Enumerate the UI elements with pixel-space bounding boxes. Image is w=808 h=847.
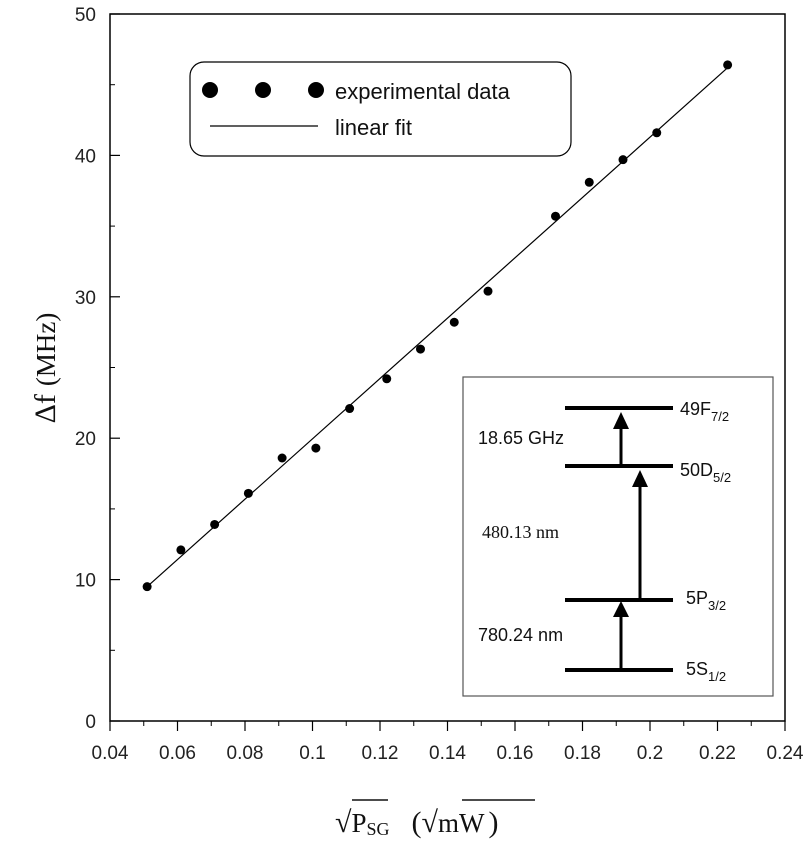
x-axis-ticks: 0.04 0.06 0.08 0.1 0.12 0.14 0.16 0.18 0.2 0.22 0.… — [92, 721, 804, 764]
transition-label-rf: 18.65 GHz — [478, 428, 564, 448]
y-axis-title: Δf (MHz) — [29, 313, 62, 424]
x-axis-sqrt-1: √ — [335, 806, 352, 839]
legend: experimental data linear fit — [189, 61, 572, 157]
legend-box — [189, 61, 572, 157]
y-tick-label: 40 — [75, 146, 96, 167]
linear-fit-line — [146, 67, 729, 588]
x-tick-label: 0.2 — [637, 743, 663, 764]
data-point — [551, 211, 560, 221]
level-label-5p-main: 5P — [686, 588, 708, 608]
x-tick-label: 0.08 — [227, 743, 264, 764]
x-tick-label: 0.22 — [699, 743, 736, 764]
x-tick-label: 0.24 — [767, 743, 804, 764]
data-point — [311, 443, 321, 453]
data-point — [210, 519, 220, 529]
level-label-5s-main: 5S — [686, 659, 708, 679]
data-point — [618, 155, 628, 165]
x-tick-label: 0.1 — [299, 743, 325, 764]
data-point — [142, 582, 152, 592]
level-label-50d-sub: 5/2 — [713, 470, 731, 485]
level-label-5p: 5P3/2 — [686, 588, 726, 613]
y-axis-ticks: 0 10 20 30 40 50 — [75, 5, 120, 733]
data-point — [483, 286, 493, 296]
arrow-rf-head — [613, 412, 629, 429]
y-tick-label: 0 — [85, 712, 96, 733]
x-axis-close: ) — [488, 806, 498, 839]
level-label-5s: 5S1/2 — [686, 659, 726, 684]
legend-label-fit: linear fit — [335, 115, 412, 140]
level-label-50d: 50D5/2 — [680, 460, 731, 485]
level-label-5p-sub: 3/2 — [708, 598, 726, 613]
x-axis-title: √PSG (√mW) — [335, 806, 498, 839]
y-tick-label: 50 — [75, 5, 96, 26]
data-point — [584, 177, 594, 187]
x-axis-p: P — [351, 808, 366, 838]
data-points — [142, 60, 733, 592]
x-tick-label: 0.14 — [429, 743, 466, 764]
x-axis-sqrt-2: √ — [422, 806, 439, 839]
x-tick-label: 0.12 — [362, 743, 399, 764]
data-point — [449, 317, 459, 327]
y-tick-label: 30 — [75, 288, 96, 309]
legend-marker-3 — [308, 82, 324, 98]
level-label-49f-sub: 7/2 — [711, 409, 729, 424]
arrow-480-head — [632, 470, 648, 487]
level-label-49f-main: 49F — [680, 399, 711, 419]
x-axis-mw: mW — [438, 808, 485, 838]
y-axis-title-unit: (MHz) — [31, 313, 61, 386]
data-point — [652, 128, 662, 138]
inset-box — [462, 376, 774, 697]
x-tick-label: 0.18 — [564, 743, 601, 764]
level-label-50d-main: 50D — [680, 460, 713, 480]
legend-marker-1 — [202, 82, 218, 98]
legend-marker-2 — [255, 82, 271, 98]
y-axis-title-main: Δf — [29, 394, 62, 423]
x-axis-sub: SG — [367, 819, 390, 839]
transition-label-480: 480.13 nm — [482, 522, 559, 542]
data-point — [345, 404, 355, 414]
data-point — [382, 374, 392, 384]
transition-label-780: 780.24 nm — [478, 625, 563, 645]
y-tick-label: 10 — [75, 571, 96, 592]
data-point — [243, 488, 253, 498]
arrow-780-head — [613, 601, 629, 617]
data-point — [176, 545, 186, 555]
level-label-49f: 49F7/2 — [680, 399, 729, 424]
inset-diagram: 49F7/2 50D5/2 5P3/2 5S1/2 18.65 GHz 480.… — [462, 376, 774, 697]
level-label-5s-sub: 1/2 — [708, 669, 726, 684]
x-tick-label: 0.06 — [159, 743, 196, 764]
y-tick-label: 20 — [75, 429, 96, 450]
data-point — [723, 60, 733, 70]
x-axis-open: ( — [412, 806, 422, 839]
x-tick-label: 0.16 — [497, 743, 534, 764]
data-point — [416, 344, 425, 354]
x-tick-label: 0.04 — [92, 743, 129, 764]
legend-label-experimental: experimental data — [335, 79, 511, 104]
data-point — [277, 453, 287, 463]
